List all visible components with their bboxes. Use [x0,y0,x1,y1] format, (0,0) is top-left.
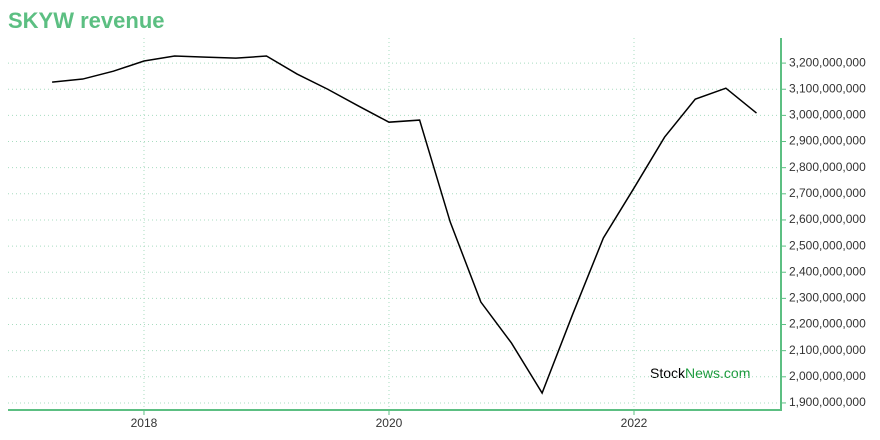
y-tick-label: 3,100,000,000 [789,81,866,95]
y-tick-label: 2,000,000,000 [789,369,866,383]
watermark: StockNews.com [650,365,750,381]
watermark-part: News.com [685,365,750,381]
y-tick-label: 2,800,000,000 [789,160,866,174]
y-tick-label: 2,300,000,000 [789,291,866,305]
x-tick-label: 2020 [376,416,403,430]
y-tick-label: 2,700,000,000 [789,186,866,200]
x-tick-label: 2022 [621,416,648,430]
x-tick-label: 2018 [131,416,158,430]
y-tick-label: 3,000,000,000 [789,108,866,122]
y-tick-label: 3,200,000,000 [789,55,866,69]
y-tick-label: 1,900,000,000 [789,395,866,409]
y-tick-label: 2,200,000,000 [789,317,866,331]
y-tick-label: 2,600,000,000 [789,212,866,226]
y-tick-label: 2,100,000,000 [789,343,866,357]
y-tick-label: 2,500,000,000 [789,238,866,252]
watermark-part: Stock [650,365,686,381]
series-line [52,55,757,395]
y-tick-label: 2,900,000,000 [789,134,866,148]
chart-title: SKYW revenue [8,8,165,33]
y-tick-label: 2,400,000,000 [789,264,866,278]
